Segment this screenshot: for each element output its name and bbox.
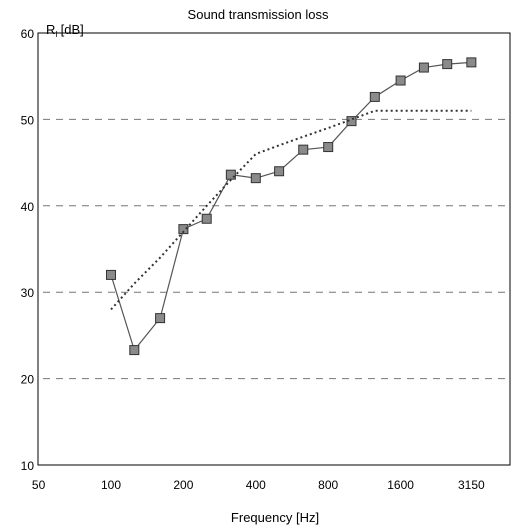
y-tick-20: 20 <box>21 373 35 387</box>
chart-title: Sound transmission loss <box>188 7 329 22</box>
series-1-marker-2500 <box>442 59 453 70</box>
series-1-marker-400 <box>250 173 261 184</box>
x-tick-800: 800 <box>318 478 338 492</box>
y-tick-40: 40 <box>21 200 35 214</box>
series-layer <box>106 57 477 356</box>
x-axis-label: Frequency [Hz] <box>231 510 319 525</box>
series-1-marker-2000 <box>418 62 429 73</box>
series-1-marker-250 <box>201 213 212 224</box>
x-tick-50: 50 <box>32 478 46 492</box>
series-1-marker-125 <box>129 345 140 356</box>
plot-area <box>37 32 511 466</box>
x-tick-200: 200 <box>173 478 193 492</box>
series-1-marker-630 <box>298 144 309 155</box>
x-tick-3150: 3150 <box>458 478 485 492</box>
series-1-line <box>110 61 472 352</box>
x-tick-labels: 50 100 200 400 800 1600 3150 <box>32 478 485 492</box>
y-tick-60: 60 <box>21 27 35 41</box>
y-tick-10: 10 <box>21 459 35 473</box>
series-1-marker-500 <box>274 166 285 177</box>
series-1-marker-1000 <box>346 116 357 127</box>
y-axis-label: RI [dB] <box>46 22 84 39</box>
series-1-marker-160 <box>155 313 166 324</box>
grid-lines <box>43 118 508 380</box>
series-1-marker-200 <box>178 224 189 235</box>
x-tick-1600: 1600 <box>387 478 414 492</box>
y-tick-labels: 60 50 40 30 20 10 <box>21 27 35 473</box>
y-axis-label-subscript: I <box>55 30 57 39</box>
series-1-marker-315 <box>225 169 236 180</box>
y-axis-label-unit: [dB] <box>61 22 84 37</box>
x-tick-400: 400 <box>246 478 266 492</box>
y-tick-50: 50 <box>21 113 35 127</box>
series-1-marker-100 <box>106 269 116 280</box>
series-1-marker-800 <box>323 142 334 153</box>
series-1-marker-3150 <box>466 57 477 68</box>
y-tick-30: 30 <box>21 286 35 300</box>
series-2-line <box>110 109 472 311</box>
x-tick-100: 100 <box>101 478 121 492</box>
y-axis-label-symbol: R <box>46 22 55 37</box>
series-1-marker-1250 <box>369 91 380 102</box>
series-1-marker-1600 <box>395 75 406 86</box>
